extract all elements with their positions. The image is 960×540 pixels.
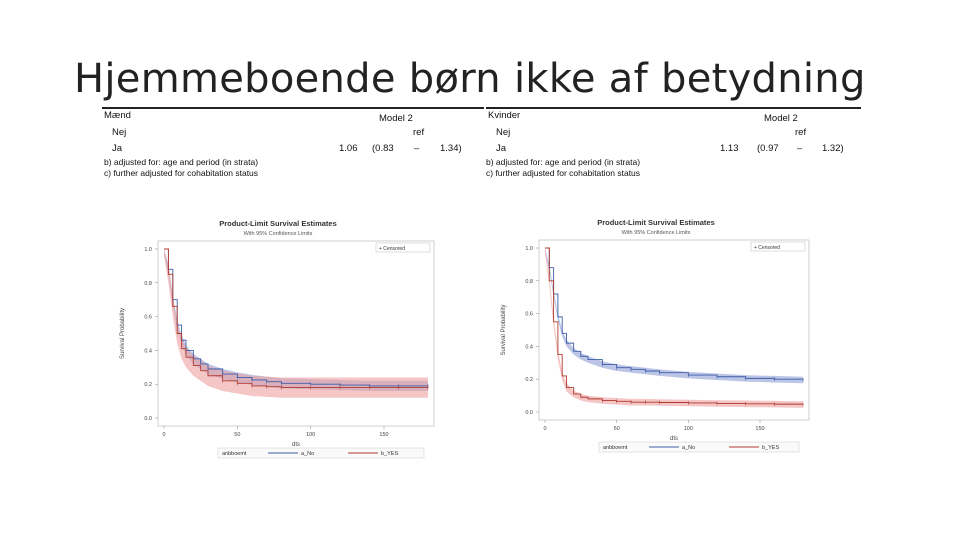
footnote-b: b) adjusted for: age and period (in stra… (486, 157, 641, 167)
confidence-band-b_YES (545, 248, 803, 408)
table-model-header: Model 2 (379, 113, 413, 124)
x-tick-label: 0 (162, 432, 165, 438)
x-tick-label: 50 (234, 432, 240, 438)
row-ci-low: (0.97 (757, 143, 779, 154)
table-model-header: Model 2 (764, 113, 798, 124)
plot-area (157, 240, 435, 427)
confidence-band-b_YES (164, 249, 428, 398)
footnote-c: c) further adjusted for cohabitation sta… (104, 168, 259, 178)
y-tick-label: 0.6 (525, 312, 533, 318)
table-maend: Mænd Model 2 Nej ref Ja 1.06 (0.83 – 1.3… (0, 0, 960, 200)
x-tick-label: 150 (379, 432, 388, 438)
plot-area (538, 239, 810, 421)
x-axis-label: dts (670, 436, 678, 442)
x-tick-label: 0 (543, 426, 546, 432)
legend-label-b_YES: b_YES (762, 445, 779, 451)
row-label-nej: Nej (496, 127, 511, 138)
inset-legend-box (375, 242, 431, 253)
footnote-c: c) further adjusted for cohabitation sta… (486, 168, 641, 178)
legend-box (217, 447, 425, 459)
chart-subtitle: With 95% Confidence Limits (244, 231, 313, 237)
row-ci-dash: – (414, 143, 420, 154)
y-tick-label: 0.2 (144, 382, 152, 388)
chart-subtitle: With 95% Confidence Limits (622, 230, 691, 236)
legend-label-a_No: a_No (301, 451, 314, 457)
chart-title: Product-Limit Survival Estimates (219, 219, 337, 228)
legend-label-b_YES: b_YES (381, 451, 398, 457)
legend-box (598, 441, 800, 453)
row-ci-high: 1.34) (440, 143, 462, 154)
y-tick-label: 0.2 (525, 377, 533, 383)
row-value-ref: ref (795, 127, 807, 138)
row-label-ja: Ja (496, 143, 507, 154)
survival-chart-svg: Product-Limit Survival Estimates With 95%… (501, 218, 810, 453)
inset-legend-censored: + Censored (754, 245, 780, 251)
table-group-label: Kvinder (488, 110, 521, 121)
x-tick-label: 150 (755, 426, 764, 432)
survival-chart-svg: Product-Limit Survival Estimates With 95%… (120, 219, 435, 459)
inset-legend-box (750, 241, 806, 252)
y-tick-label: 0.4 (525, 344, 533, 350)
survival-chart-maend: Product-Limit Survival Estimates With 95%… (112, 215, 444, 466)
row-ci-low: (0.83 (372, 143, 394, 154)
table-kvinder: Kvinder Model 2 Nej ref Ja 1.13 (0.97 – … (0, 0, 960, 200)
table-group-label: Mænd (104, 110, 131, 121)
y-tick-label: 1.0 (525, 246, 533, 252)
row-label-ja: Ja (112, 143, 123, 154)
y-axis-label: Survival Probability (501, 304, 507, 355)
table-header-rule (486, 107, 861, 109)
y-tick-label: 0.8 (144, 281, 152, 287)
y-tick-label: 0.0 (525, 410, 533, 416)
row-value-estimate: 1.06 (339, 143, 358, 154)
footnote-b: b) adjusted for: age and period (in stra… (104, 157, 259, 167)
y-tick-label: 0.8 (525, 279, 533, 285)
slide-title: Hjemmeboende børn ikke af betydning (74, 56, 866, 102)
chart-title: Product-Limit Survival Estimates (597, 218, 715, 227)
x-tick-label: 100 (306, 432, 315, 438)
x-axis-label: dts (292, 442, 300, 448)
y-axis-label: Survival Probability (120, 308, 126, 359)
y-tick-label: 0.4 (144, 348, 152, 354)
y-tick-label: 1.0 (144, 247, 152, 253)
legend-label-a_No: a_No (682, 445, 695, 451)
x-tick-label: 100 (684, 426, 693, 432)
legend-title: anbboemt (603, 445, 628, 451)
row-value-estimate: 1.13 (720, 143, 739, 154)
table-header-rule (102, 107, 484, 109)
row-ci-dash: – (797, 143, 803, 154)
row-label-nej: Nej (112, 127, 127, 138)
legend-title: anbboemt (222, 451, 247, 457)
row-ci-high: 1.32) (822, 143, 844, 154)
x-tick-label: 50 (614, 426, 620, 432)
y-tick-label: 0.6 (144, 315, 152, 321)
row-value-ref: ref (413, 127, 425, 138)
y-tick-label: 0.0 (144, 416, 152, 422)
inset-legend-censored: + Censored (379, 246, 405, 252)
survival-chart-kvinder: Product-Limit Survival Estimates With 95%… (493, 214, 819, 460)
